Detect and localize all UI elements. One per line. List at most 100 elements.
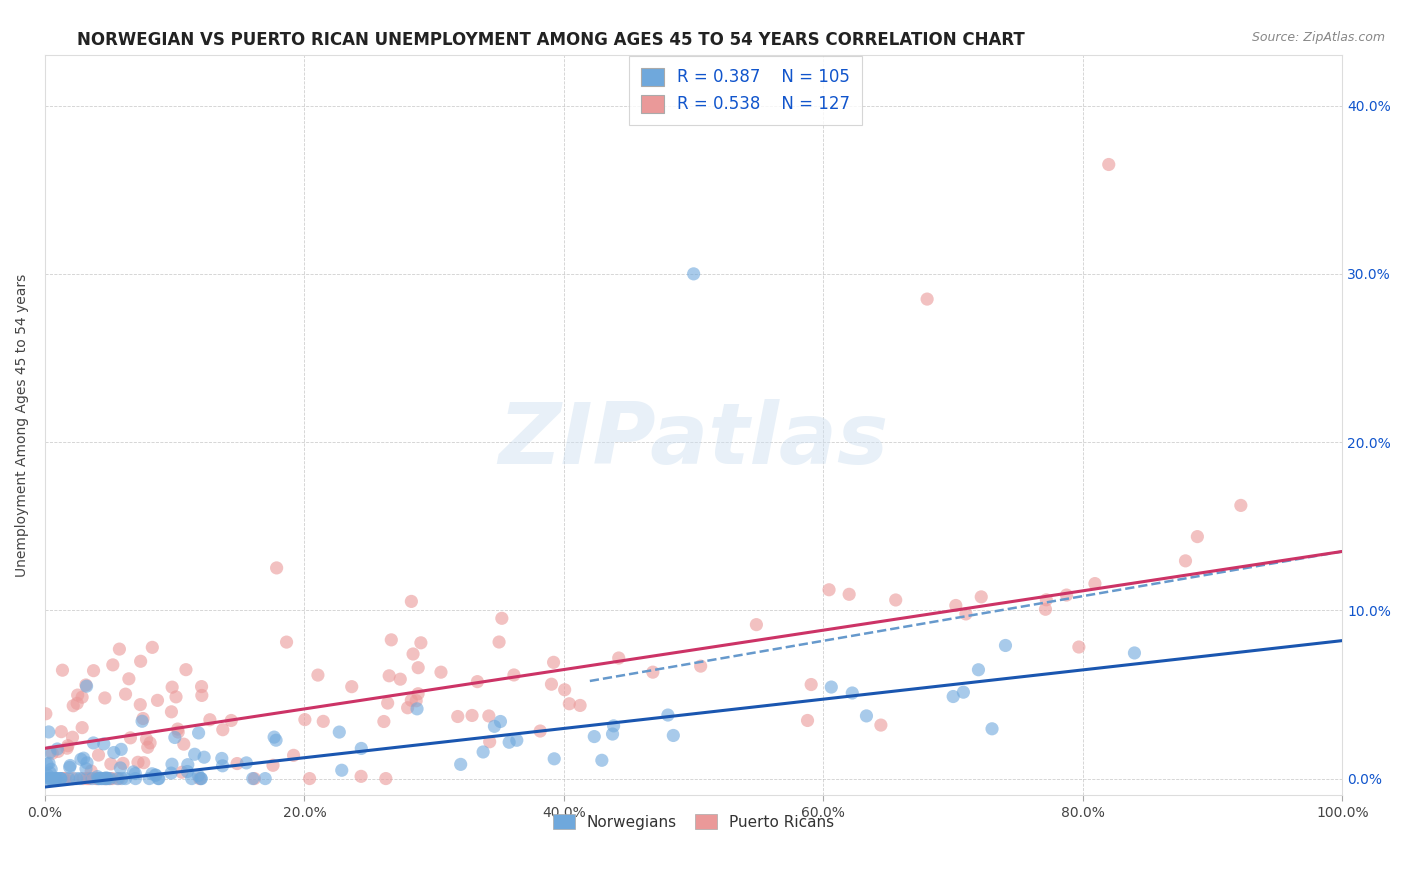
- Point: [855, 709, 877, 723]
- Point: [378, 669, 401, 683]
- Point: [396, 700, 419, 714]
- Point: [447, 709, 470, 723]
- Point: [1067, 640, 1090, 654]
- Point: [478, 735, 501, 749]
- Point: [112, 756, 135, 771]
- Point: [219, 714, 242, 728]
- Point: [607, 651, 630, 665]
- Point: [59, 758, 82, 772]
- Point: [543, 656, 565, 670]
- Point: [800, 677, 823, 691]
- Point: [114, 687, 136, 701]
- Point: [41, 747, 63, 761]
- Point: [49, 772, 72, 786]
- Point: [467, 674, 489, 689]
- Point: [38, 725, 60, 739]
- Point: [87, 772, 110, 786]
- Point: [1035, 602, 1057, 616]
- Point: [124, 766, 146, 780]
- Point: [591, 753, 613, 767]
- Point: [478, 709, 501, 723]
- Point: [298, 772, 321, 786]
- Point: [884, 593, 907, 607]
- Point: [689, 659, 711, 673]
- Point: [340, 680, 363, 694]
- Point: [558, 697, 581, 711]
- Point: [83, 664, 105, 678]
- Point: [39, 772, 62, 786]
- Point: [350, 769, 373, 783]
- Point: [59, 760, 82, 774]
- Point: [141, 640, 163, 655]
- Point: [981, 722, 1004, 736]
- Point: [283, 748, 305, 763]
- Point: [94, 772, 117, 786]
- Point: [145, 768, 167, 782]
- Point: [120, 731, 142, 745]
- Point: [226, 756, 249, 771]
- Point: [198, 713, 221, 727]
- Point: [82, 736, 104, 750]
- Point: [45, 772, 67, 786]
- Point: [1084, 576, 1107, 591]
- Point: [430, 665, 453, 680]
- Point: [188, 772, 211, 786]
- Point: [118, 672, 141, 686]
- Point: [657, 708, 679, 723]
- Point: [38, 756, 60, 771]
- Point: [294, 713, 316, 727]
- Point: [124, 772, 146, 786]
- Point: [44, 772, 66, 786]
- Point: [98, 772, 121, 786]
- Point: [46, 744, 69, 758]
- Point: [87, 747, 110, 762]
- Point: [131, 714, 153, 729]
- Point: [945, 599, 967, 613]
- Point: [165, 690, 187, 704]
- Point: [76, 679, 98, 693]
- Point: [103, 746, 125, 760]
- Point: [952, 685, 974, 699]
- Point: [173, 737, 195, 751]
- Y-axis label: Unemployment Among Ages 45 to 54 years: Unemployment Among Ages 45 to 54 years: [15, 274, 30, 577]
- Point: [796, 714, 818, 728]
- Point: [139, 736, 162, 750]
- Point: [86, 772, 108, 786]
- Point: [127, 756, 149, 770]
- Point: [183, 747, 205, 762]
- Point: [263, 730, 285, 744]
- Point: [62, 772, 84, 786]
- Point: [86, 770, 108, 784]
- Point: [970, 590, 993, 604]
- Point: [62, 731, 84, 745]
- Point: [39, 762, 62, 776]
- Point: [163, 731, 186, 745]
- Point: [529, 724, 551, 739]
- Point: [641, 665, 664, 680]
- Point: [543, 752, 565, 766]
- Point: [174, 663, 197, 677]
- Point: [39, 765, 62, 780]
- Point: [160, 680, 183, 694]
- Point: [53, 772, 76, 786]
- Point: [180, 772, 202, 786]
- Point: [266, 561, 288, 575]
- Point: [838, 587, 860, 601]
- Point: [35, 757, 58, 772]
- Legend: Norwegians, Puerto Ricans: Norwegians, Puerto Ricans: [547, 807, 841, 836]
- Point: [72, 751, 94, 765]
- Point: [402, 647, 425, 661]
- Point: [136, 740, 159, 755]
- Point: [94, 772, 117, 786]
- Point: [406, 687, 429, 701]
- Point: [108, 642, 131, 657]
- Point: [307, 668, 329, 682]
- Point: [211, 723, 233, 737]
- Point: [1230, 499, 1253, 513]
- Point: [187, 769, 209, 783]
- Point: [75, 762, 97, 776]
- Point: [56, 741, 79, 756]
- Point: [82, 772, 104, 786]
- Point: [148, 772, 170, 786]
- Point: [506, 733, 529, 747]
